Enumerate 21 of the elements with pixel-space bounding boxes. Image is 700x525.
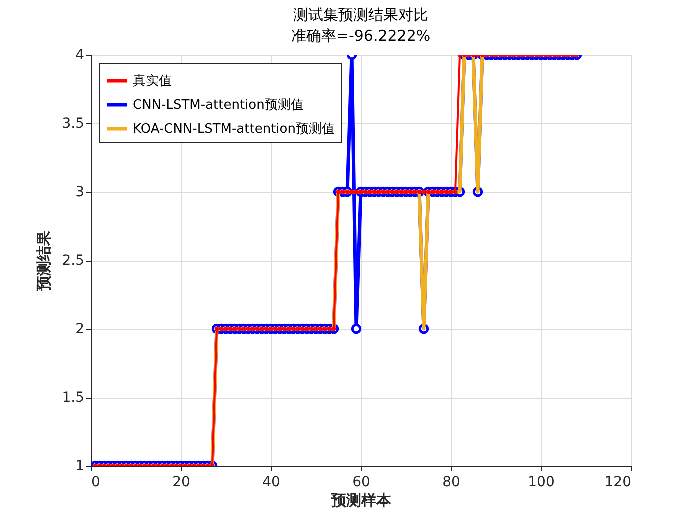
y-tick-label: 3: [76, 184, 84, 200]
y-tick-label: 2: [76, 322, 84, 338]
chart-subtitle: 准确率=-96.2222%: [291, 27, 431, 45]
y-tick-label: 1: [76, 458, 84, 474]
x-tick-label: 20: [172, 474, 190, 490]
x-tick-label: 120: [604, 474, 632, 490]
x-tick-label: 80: [442, 474, 460, 490]
chart-title: 测试集预测结果对比: [294, 6, 428, 24]
x-tick-label: 100: [528, 474, 555, 490]
x-tick-label: 60: [352, 474, 370, 490]
y-axis-title: 预测结果: [35, 230, 54, 292]
y-tick-label: 1.5: [62, 390, 84, 406]
y-tick-label: 3.5: [62, 116, 84, 132]
y-tick-label: 4: [76, 48, 85, 64]
legend-label: 真实值: [133, 74, 172, 89]
legend-label: KOA-CNN-LSTM-attention预测值: [133, 122, 335, 137]
x-axis-title: 预测样本: [330, 492, 392, 510]
x-tick-label: 0: [92, 474, 100, 490]
legend-label: CNN-LSTM-attention预测值: [133, 98, 304, 113]
y-tick-label: 2.5: [62, 253, 84, 269]
x-tick-label: 40: [262, 474, 280, 490]
